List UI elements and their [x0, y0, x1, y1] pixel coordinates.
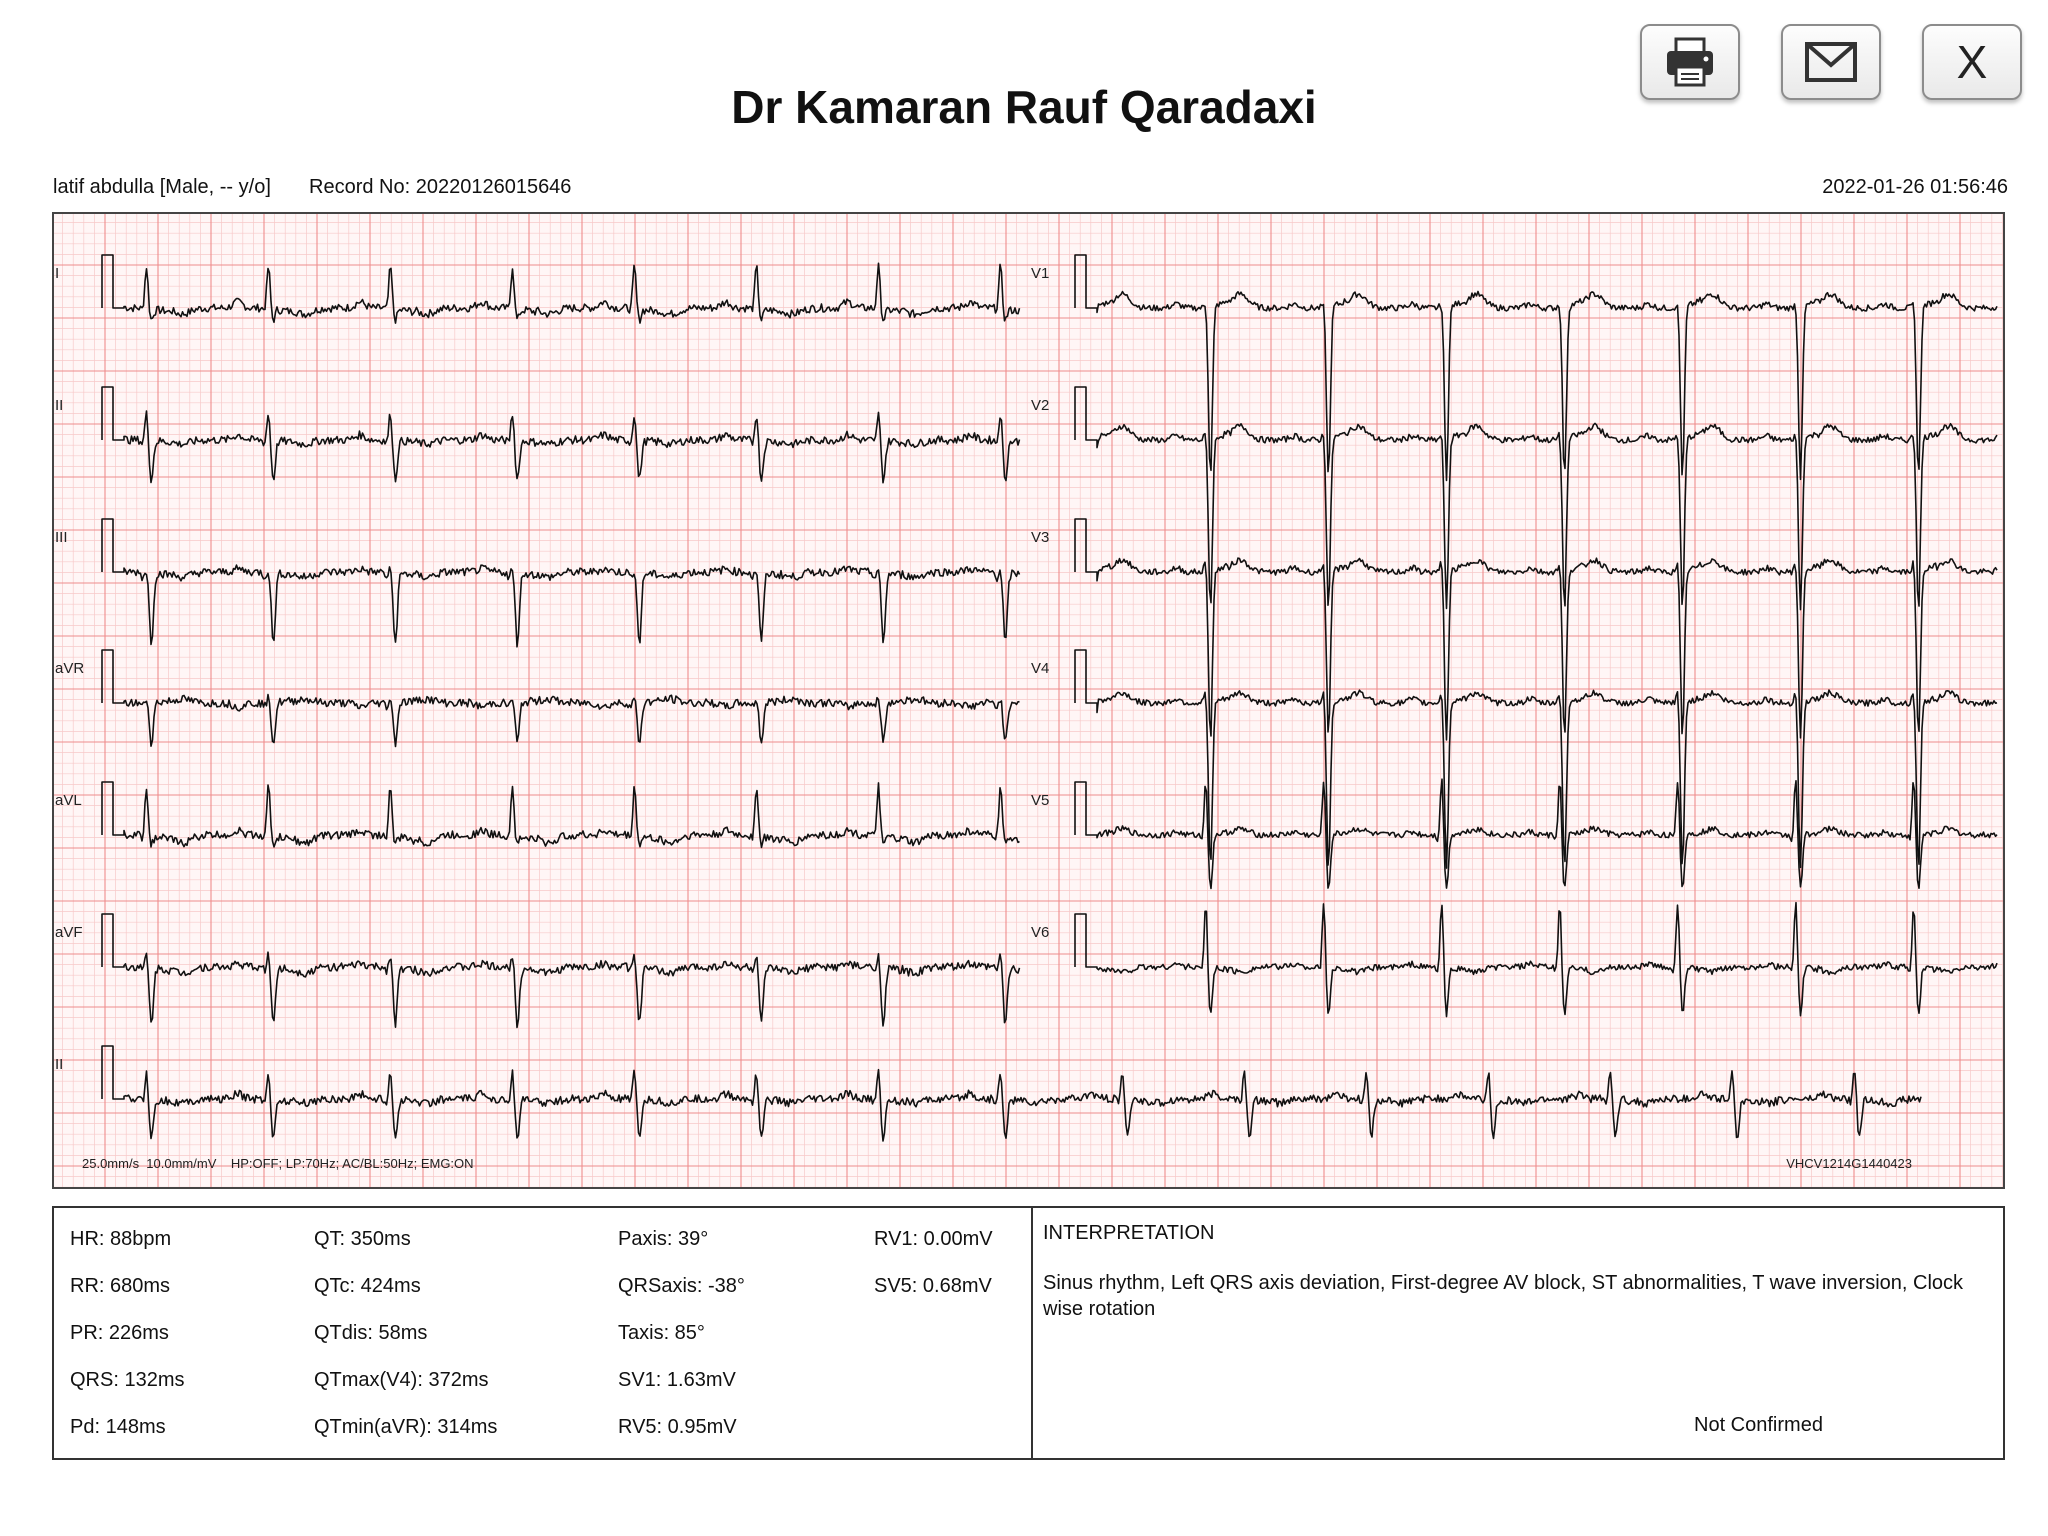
- stat-qtdis: QTdis: 58ms: [314, 1322, 428, 1344]
- ecg-trace-V3: [1074, 518, 1998, 741]
- lead-label: V6: [1031, 924, 1049, 941]
- stat-hr: HR: 88bpm: [70, 1228, 172, 1250]
- interpretation-text: Sinus rhythm, Left QRS axis deviation, F…: [1043, 1272, 1964, 1320]
- stat-rv1: RV1: 0.00mV: [874, 1228, 993, 1250]
- stat-sv1: SV1: 1.63mV: [618, 1369, 736, 1391]
- lead-label: V5: [1031, 792, 1049, 809]
- confirmation-status: Not Confirmed: [1694, 1414, 1823, 1436]
- stat-qtmin: QTmin(aVR): 314ms: [314, 1416, 498, 1438]
- stat-paxis: Paxis: 39°: [618, 1228, 709, 1250]
- ecg-trace-II: [101, 1045, 1922, 1142]
- ecg-trace-III: [101, 518, 1021, 648]
- ecg-trace-aVL: [101, 781, 1020, 849]
- envelope-icon: [1805, 42, 1857, 82]
- stat-qrsaxis: QRSaxis: -38°: [618, 1275, 745, 1297]
- ecg-background: [52, 212, 2005, 1189]
- patient-info: latif abdulla [Male, -- y/o]: [53, 176, 271, 198]
- lead-label: V2: [1031, 397, 1049, 414]
- stat-qtmax: QTmax(V4): 372ms: [314, 1369, 489, 1391]
- record-datetime: 2022-01-26 01:56:46: [1822, 176, 2008, 198]
- lead-label: V1: [1031, 265, 1049, 282]
- lead-label: aVL: [55, 792, 82, 809]
- stat-pr: PR: 226ms: [70, 1322, 169, 1344]
- lead-label: III: [55, 529, 68, 546]
- stat-pd: Pd: 148ms: [70, 1416, 166, 1438]
- measurements-panel: HR: 88bpm RR: 680ms PR: 226ms QRS: 132ms…: [52, 1206, 2005, 1460]
- ecg-trace-V4: [1074, 649, 1998, 869]
- interpretation-title: INTERPRETATION: [1043, 1222, 1215, 1244]
- lead-label: I: [55, 265, 59, 282]
- stat-rv5: RV5: 0.95mV: [618, 1416, 737, 1438]
- lead-label: II: [55, 1056, 63, 1073]
- lead-label: aVR: [55, 660, 84, 677]
- report-title: Dr Kamaran Rauf Qaradaxi: [731, 81, 1317, 133]
- ecg-trace-V1: [1074, 254, 1998, 482]
- ecg-trace-V5: [1074, 778, 1998, 890]
- lead-label: aVF: [55, 924, 83, 941]
- email-button[interactable]: [1781, 24, 1881, 100]
- ecg-border: [52, 212, 2005, 1189]
- ecg-trace-V2: [1074, 386, 1998, 611]
- lead-label: V4: [1031, 660, 1049, 677]
- ecg-traces: [101, 254, 1998, 1142]
- ecg-chart: I V1 II V2 III V3 aVR V4 aVL V5 aVF V6 II 25.0mm/s 1…: [52, 212, 2005, 1189]
- lead-label: V3: [1031, 529, 1049, 546]
- ecg-device-id: VHCV1214G1440423: [1786, 1156, 1912, 1171]
- lead-label: II: [55, 397, 63, 414]
- ecg-trace-V6: [1074, 901, 1998, 1018]
- stat-taxis: Taxis: 85°: [618, 1322, 705, 1344]
- ecg-lead-labels: I V1 II V2 III V3 aVR V4 aVL V5 aVF V6 II: [55, 265, 1049, 1073]
- stat-sv5: SV5: 0.68mV: [874, 1275, 992, 1297]
- ecg-trace-I: [101, 254, 1021, 324]
- ecg-trace-II: [101, 386, 1021, 484]
- close-button[interactable]: X: [1922, 24, 2022, 100]
- printer-icon: [1667, 37, 1713, 87]
- print-button[interactable]: [1640, 24, 1740, 100]
- ecg-trace-aVF: [101, 913, 1021, 1029]
- ecg-trace-aVR: [101, 649, 1020, 748]
- panel-divider: [1031, 1208, 1033, 1458]
- record-number: Record No: 20220126015646: [309, 176, 572, 198]
- stat-qtc: QTc: 424ms: [314, 1275, 421, 1297]
- ecg-settings-text: 25.0mm/s 10.0mm/mV HP:OFF; LP:70Hz; AC/B…: [82, 1156, 474, 1171]
- close-label: X: [1956, 36, 1988, 88]
- stat-rr: RR: 680ms: [70, 1275, 171, 1297]
- stat-qt: QT: 350ms: [314, 1228, 411, 1250]
- stat-qrs: QRS: 132ms: [70, 1369, 185, 1391]
